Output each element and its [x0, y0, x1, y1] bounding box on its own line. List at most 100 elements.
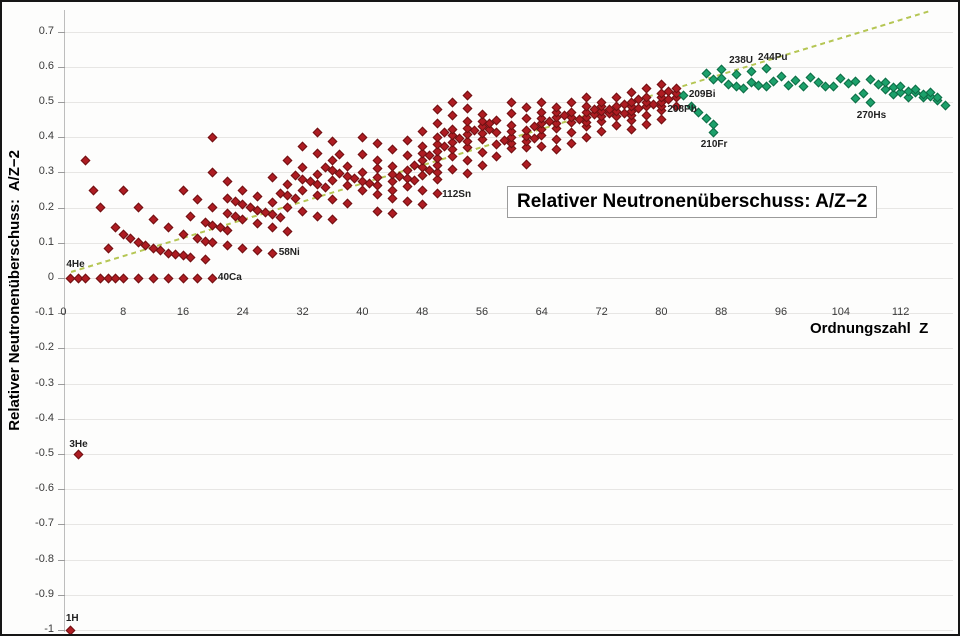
y-tick-mark [58, 454, 65, 455]
gridline [65, 172, 953, 174]
y-tick-mark [58, 630, 65, 631]
gridline [65, 313, 953, 315]
stable-isotopes-point [357, 149, 368, 160]
stable-isotopes-point [192, 194, 203, 205]
stable-isotopes-point [566, 97, 577, 107]
stable-isotopes-point [551, 134, 562, 145]
stable-isotopes-point [267, 222, 278, 233]
stable-isotopes-point [491, 151, 502, 162]
stable-isotopes-point [163, 222, 173, 233]
stable-isotopes-point [267, 172, 278, 183]
gridline [65, 383, 953, 385]
gridline [65, 66, 953, 68]
annotation-40Ca: 40Ca [217, 272, 242, 283]
stable-isotopes-point [432, 188, 443, 199]
stable-isotopes-point [312, 148, 323, 159]
x-tick-label: 48 [416, 306, 429, 318]
stable-isotopes-point [611, 92, 622, 103]
y-tick-mark [58, 278, 65, 279]
y-tick-label: 0.7 [38, 24, 54, 37]
stable-isotopes-point [327, 194, 338, 205]
stable-isotopes-point [95, 202, 106, 213]
annotation-244Pu: 244Pu [758, 52, 788, 64]
gridline [65, 559, 953, 561]
y-tick-mark [58, 594, 65, 596]
stable-isotopes-point [252, 218, 263, 229]
stable-isotopes-point [462, 90, 472, 101]
stable-isotopes-point [207, 237, 218, 248]
heavy-radioactive-point [678, 90, 689, 101]
gridline [65, 524, 953, 526]
annotation-58Ni: 58Ni [278, 247, 300, 258]
stable-isotopes-point [581, 132, 592, 143]
stable-isotopes-point [462, 155, 472, 166]
stable-isotopes-point [417, 141, 428, 151]
stable-isotopes-point [207, 167, 218, 178]
stable-isotopes-point [447, 110, 458, 121]
stable-isotopes-point [282, 226, 293, 237]
y-tick-label: 0.5 [38, 95, 54, 107]
stable-isotopes-point [596, 126, 607, 137]
stable-isotopes-point [237, 185, 248, 195]
stable-isotopes-point [88, 185, 99, 195]
stable-isotopes-point [372, 189, 383, 200]
heavy-radioactive-point [828, 81, 839, 92]
y-tick-label: -0.1 [35, 306, 54, 319]
stable-isotopes-point [133, 202, 144, 213]
y-tick-mark [58, 137, 65, 139]
y-tick-label: -0.5 [35, 447, 54, 459]
stable-isotopes-point [342, 161, 353, 172]
heavy-radioactive-point [850, 76, 861, 87]
stable-isotopes-point [506, 97, 517, 107]
heavy-radioactive-point [746, 66, 757, 77]
x-tick-label: 80 [655, 306, 668, 318]
y-tick-mark [58, 102, 65, 103]
y-axis-title: Relativer Neutronenüberschuss: A/Z−2 [6, 150, 23, 431]
gridline [65, 242, 953, 244]
stable-isotopes-point [73, 449, 84, 459]
y-tick-label: 0.1 [38, 235, 54, 248]
stable-isotopes-point [521, 102, 532, 113]
y-tick-label: -1 [44, 623, 54, 635]
stable-isotopes-point [297, 162, 308, 173]
heavy-radioactive-point [738, 83, 749, 94]
x-tick-label: 56 [475, 306, 489, 318]
gridline [65, 594, 953, 596]
stable-isotopes-point [252, 191, 263, 202]
y-tick-mark [58, 207, 65, 209]
stable-isotopes-point [536, 97, 547, 107]
y-tick-mark [58, 383, 65, 385]
stable-isotopes-point [267, 197, 278, 208]
stable-isotopes-point [178, 273, 188, 283]
stable-isotopes-point [626, 124, 637, 135]
y-tick-label: 0.4 [38, 130, 54, 143]
gridline [65, 278, 953, 279]
x-tick-label: 16 [176, 306, 190, 318]
annotation-270Hs: 270Hs [856, 110, 887, 121]
stable-isotopes-point [163, 273, 173, 283]
stable-isotopes-point [80, 273, 91, 283]
stable-isotopes-point [387, 144, 398, 155]
stable-isotopes-point [432, 104, 443, 114]
heavy-radioactive-point [798, 81, 809, 92]
stable-isotopes-point [447, 97, 458, 107]
stable-isotopes-point [133, 273, 144, 283]
y-tick-mark [58, 559, 65, 561]
y-tick-mark [58, 242, 65, 244]
stable-isotopes-point [581, 92, 592, 103]
stable-isotopes-point [506, 108, 517, 119]
y-tick-label: -0.3 [35, 376, 54, 389]
stable-isotopes-point [207, 132, 218, 143]
stable-isotopes-point [536, 141, 547, 151]
y-tick-mark [58, 66, 65, 68]
stable-isotopes-point [417, 185, 428, 195]
x-tick-label: 0 [60, 306, 67, 318]
stable-isotopes-point [65, 625, 76, 634]
stable-isotopes-point [402, 196, 413, 207]
x-tick-label: 32 [296, 306, 309, 318]
x-tick-label: 24 [236, 306, 249, 318]
x-tick-label: 40 [356, 306, 369, 318]
stable-isotopes-point [417, 126, 428, 137]
